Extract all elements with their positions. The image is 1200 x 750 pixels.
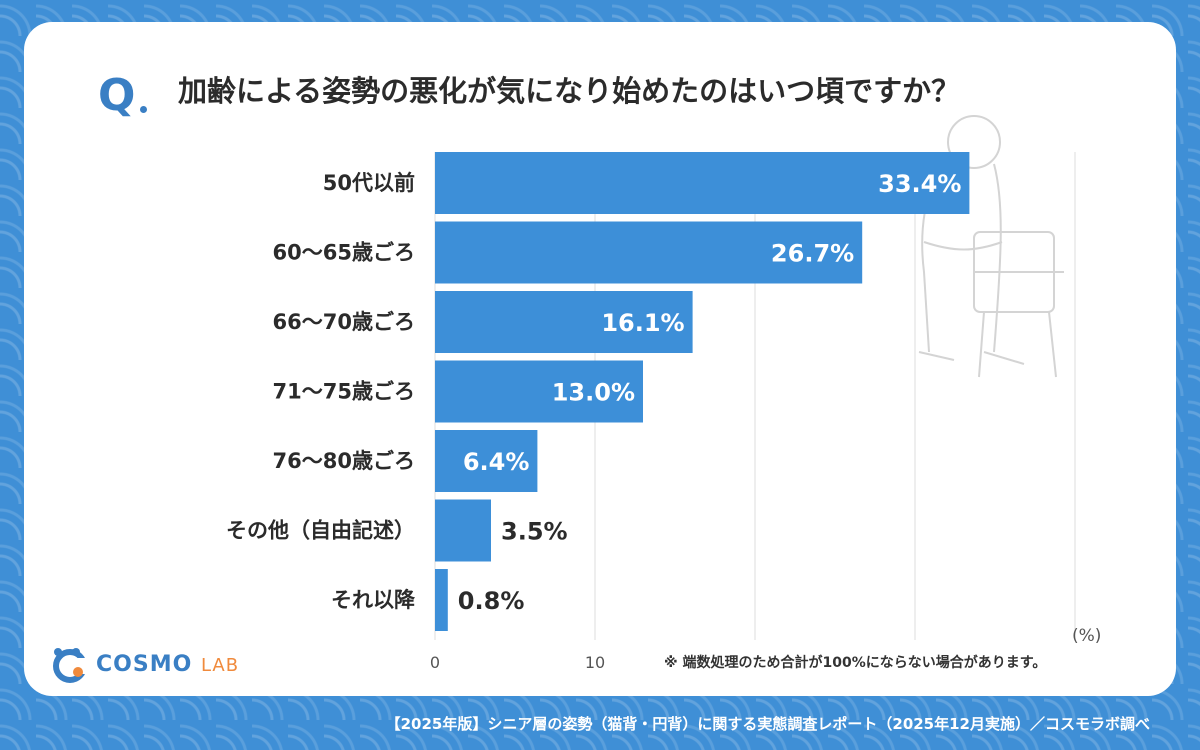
logo-sub-text: LAB: [200, 654, 240, 676]
footer-source: 【2025年版】シニア層の姿勢（猫背・円背）に関する実態調査レポート（2025年…: [385, 715, 1150, 733]
category-label: 71〜75歳ごろ: [273, 380, 415, 404]
logo-main-text: COSMO: [96, 651, 193, 677]
bar: [435, 360, 643, 423]
value-label: 16.1%: [601, 309, 684, 337]
category-label: 60〜65歳ごろ: [273, 241, 415, 265]
category-label: 50代以前: [323, 171, 415, 195]
cosmo-lab-logo-icon: [53, 648, 88, 683]
question-mark-dot: [140, 106, 147, 113]
value-label: 26.7%: [771, 240, 854, 268]
value-label: 33.4%: [878, 170, 961, 198]
category-label: 76〜80歳ごろ: [273, 449, 415, 473]
value-label: 6.4%: [463, 448, 530, 476]
value-label: 3.5%: [501, 518, 568, 546]
senior-person-chair-illustration: [918, 115, 1064, 378]
chart-labels: 0 10 50代以前 33.4% 60〜65歳ごろ 26.7% 66〜70歳ごろ 16.1% 7…: [226, 170, 961, 672]
bar: [435, 569, 448, 631]
bar: [435, 291, 693, 353]
rounding-note: ※ 端数処理のため合計が100%にならない場合があります。: [664, 655, 1047, 671]
category-label: 66〜70歳ごろ: [273, 310, 415, 334]
category-label: それ以降: [331, 588, 416, 612]
chart-card: Q 加齢による姿勢の悪化が気になり始めたのはいつ頃ですか？ ※ 端数処理のため合…: [24, 22, 1176, 696]
question-title: 加齢による姿勢の悪化が気になり始めたのはいつ頃ですか？: [178, 74, 961, 108]
value-label: 13.0%: [552, 379, 635, 407]
chart-bars: [435, 152, 970, 631]
bar: [435, 430, 538, 492]
x-tick-label: 0: [430, 653, 440, 672]
cosmo-lab-logo: COSMO LAB: [48, 644, 239, 684]
question-mark: Q: [98, 70, 135, 121]
bar: [435, 499, 491, 562]
bar: [435, 221, 863, 284]
logo-wordmark: COSMO LAB: [96, 652, 239, 677]
value-label: 0.8%: [458, 587, 525, 615]
category-label: その他（自由記述）: [226, 519, 415, 543]
x-axis-unit-label: (%): [1072, 626, 1102, 646]
x-tick-label: 10: [585, 653, 605, 672]
bar: [435, 152, 970, 214]
